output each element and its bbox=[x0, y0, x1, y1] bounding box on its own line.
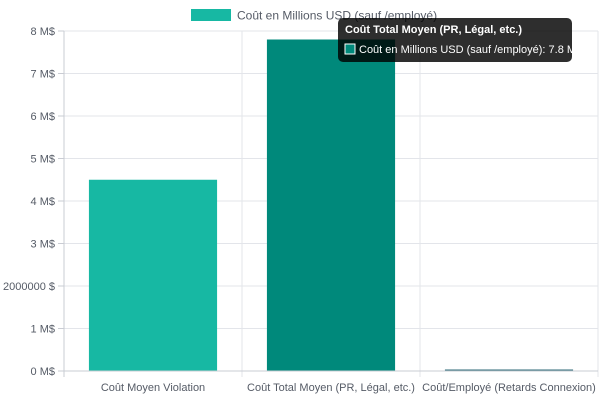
x-tick-label: Coût/Employé (Retards Connexion) bbox=[422, 382, 596, 394]
axis-layer: 0 M$ 1 M$ 2000000 $ 3 M$ 4 M$ 5 M$ 6 M$ 7 M$ 8 M… bbox=[3, 26, 598, 394]
legend-swatch[interactable] bbox=[191, 9, 231, 21]
y-tick-label: 3 M$ bbox=[31, 239, 55, 251]
bars-layer bbox=[88, 39, 574, 372]
y-tick-label: 8 M$ bbox=[31, 26, 55, 38]
tooltip-box bbox=[338, 18, 572, 62]
y-tick-label: 5 M$ bbox=[31, 154, 55, 166]
y-tick-label: 4 M$ bbox=[31, 196, 55, 208]
x-tick-label: Coût Moyen Violation bbox=[101, 382, 205, 394]
y-tick-label: 6 M$ bbox=[31, 111, 55, 123]
bar[interactable] bbox=[444, 369, 574, 372]
tooltip-body: Coût en Millions USD (sauf /employé): 7.… bbox=[359, 44, 582, 56]
bar[interactable] bbox=[266, 39, 396, 372]
tooltip-swatch bbox=[344, 43, 356, 55]
y-tick-label: 7 M$ bbox=[31, 69, 55, 81]
y-tick-label: 2000000 $ bbox=[3, 281, 55, 293]
bar[interactable] bbox=[88, 179, 218, 371]
tooltip: Coût Total Moyen (PR, Légal, etc.) Coût … bbox=[338, 18, 582, 62]
y-tick-label: 0 M$ bbox=[31, 366, 55, 378]
y-tick-label: 1 M$ bbox=[31, 324, 55, 336]
x-tick-label: Coût Total Moyen (PR, Légal, etc.) bbox=[247, 382, 415, 394]
tooltip-title: Coût Total Moyen (PR, Légal, etc.) bbox=[345, 24, 522, 36]
